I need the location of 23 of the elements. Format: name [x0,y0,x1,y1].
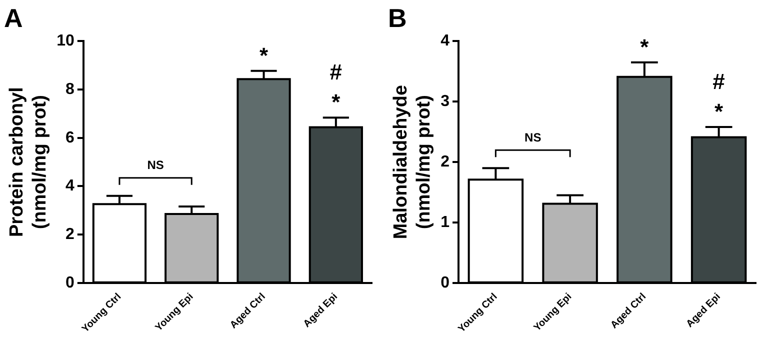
y-axis-title: Protein carbonyl (nmol/mg prot) [6,87,50,238]
chart-title: B [388,2,407,33]
y-axis-title: Malondialdehyde (nmol/mg prot) [390,84,434,240]
y-tick-label: 4 [65,178,74,195]
annotation: # [712,69,725,94]
y-tick-label: 0 [440,274,450,292]
y-tick-label: 8 [65,80,74,98]
annotation: * [714,99,724,124]
y-tick-label: 6 [65,129,74,146]
y-tick-label: 1 [440,214,450,231]
chart-title: A [4,2,23,33]
annotation: * [332,90,341,115]
y-tick-label: 10 [56,32,74,50]
annotation: * [259,42,268,68]
annotation: NS [147,158,164,172]
y-tick-label: 3 [440,93,450,110]
y-tick-label: 2 [65,226,74,243]
annotation: # [330,60,342,85]
annotation: NS [524,130,542,144]
y-tick-label: 4 [440,32,450,50]
annotation: * [640,34,650,60]
y-tick-label: 0 [65,274,74,292]
y-tick-label: 2 [440,153,450,170]
